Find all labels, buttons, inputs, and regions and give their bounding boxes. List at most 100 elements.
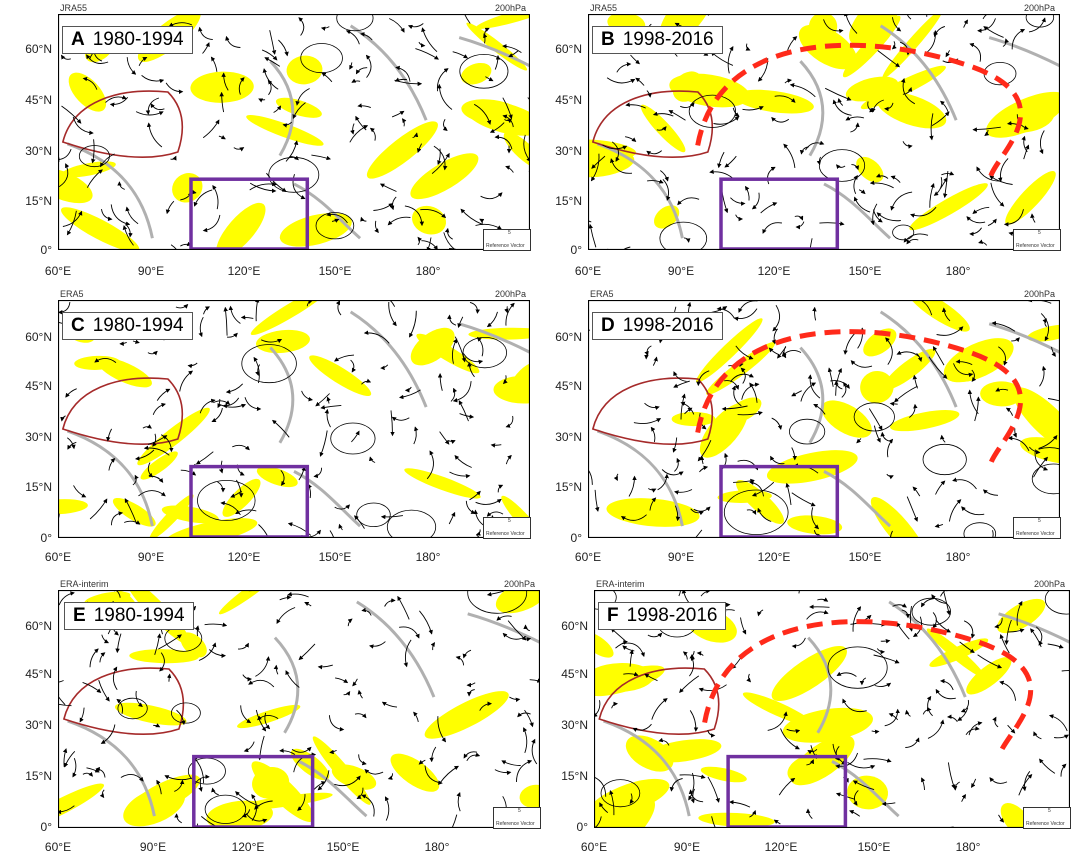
streamline [147, 350, 158, 356]
streamline [890, 191, 913, 211]
vortex-streamline [600, 779, 641, 808]
streamline [961, 793, 966, 802]
level-label: 200hPa [1024, 3, 1056, 13]
streamline [298, 17, 305, 36]
streamline [1003, 209, 1024, 227]
streamline [222, 397, 240, 409]
reference-vector-key: 5 Reference Vector [483, 517, 531, 539]
significance-shading [58, 499, 88, 515]
significance-shading [128, 774, 201, 817]
streamline [622, 645, 635, 652]
map-layer [594, 590, 1070, 828]
streamline [426, 237, 432, 250]
streamline [158, 634, 182, 650]
streamline [315, 393, 330, 407]
streamline [906, 238, 919, 245]
significance-shading [275, 97, 322, 118]
lon-label: 60°E [574, 550, 602, 564]
streamline [221, 72, 229, 91]
coastline [888, 600, 967, 698]
streamline [817, 597, 829, 602]
significance-shading [252, 767, 290, 799]
lon-label: 150°E [848, 550, 882, 564]
significance-shading [218, 590, 285, 615]
streamline [891, 17, 902, 32]
streamline [170, 155, 177, 161]
streamline [276, 607, 296, 624]
streamline [894, 385, 918, 403]
streamline [874, 682, 892, 688]
streamline [888, 712, 899, 721]
streamline [480, 192, 503, 200]
streamline [1042, 318, 1047, 327]
streamline [390, 410, 395, 437]
lat-label: 0° [570, 243, 582, 257]
streamline [320, 404, 342, 410]
streamline [494, 769, 512, 776]
lat-label: 60°N [25, 619, 52, 633]
streamline [236, 479, 244, 498]
streamline [198, 316, 204, 338]
streamline [669, 778, 683, 792]
streamline [610, 628, 626, 642]
streamline [407, 23, 424, 30]
streamline [258, 98, 266, 103]
streamline [795, 221, 805, 230]
streamline [418, 41, 426, 48]
significance-shading [366, 121, 438, 179]
streamline [982, 489, 999, 496]
streamline [469, 301, 480, 314]
panel-title: D 1998-2016 [592, 312, 723, 340]
streamline [447, 314, 457, 326]
period-label: 1998-2016 [622, 315, 714, 336]
streamline [778, 777, 796, 796]
streamline [696, 370, 710, 387]
streamline [869, 180, 894, 189]
streamline [238, 642, 249, 650]
streamline [1038, 434, 1058, 449]
streamline [673, 371, 687, 382]
map-canvas [594, 590, 1070, 828]
vortex-streamline [117, 697, 148, 720]
streamline [72, 116, 94, 136]
streamline [365, 54, 372, 78]
streamline [67, 437, 76, 450]
significance-shading [60, 207, 140, 250]
streamline [772, 304, 781, 332]
streamline [494, 55, 501, 70]
streamline [58, 680, 64, 683]
streamline [476, 534, 481, 538]
lat-label: 45°N [555, 379, 582, 393]
streamline [707, 730, 716, 738]
streamline [61, 105, 82, 124]
streamline [101, 209, 113, 221]
streamline [786, 728, 801, 734]
streamline [254, 300, 260, 322]
streamline [174, 779, 185, 792]
vortex-streamline [204, 794, 247, 824]
streamline [805, 140, 825, 151]
lat-label: 45°N [25, 93, 52, 107]
streamline [125, 206, 139, 225]
streamline [991, 321, 1016, 332]
streamline [644, 345, 652, 356]
streamline [180, 241, 192, 247]
streamline [740, 367, 746, 384]
streamline [699, 455, 705, 465]
streamline [112, 666, 118, 691]
streamline [217, 398, 222, 409]
streamline [968, 721, 983, 736]
significance-shading [246, 114, 324, 146]
lon-label: 180° [415, 264, 441, 278]
streamline [208, 649, 226, 659]
streamline [120, 774, 144, 782]
significance-shading [596, 797, 655, 828]
streamline [707, 776, 720, 803]
streamline [623, 671, 639, 677]
streamline [99, 652, 106, 663]
streamline [940, 590, 951, 597]
lon-label: 60°E [44, 550, 72, 564]
vortex-streamline [356, 502, 391, 528]
lat-label: 0° [576, 820, 588, 834]
streamline [369, 127, 376, 141]
